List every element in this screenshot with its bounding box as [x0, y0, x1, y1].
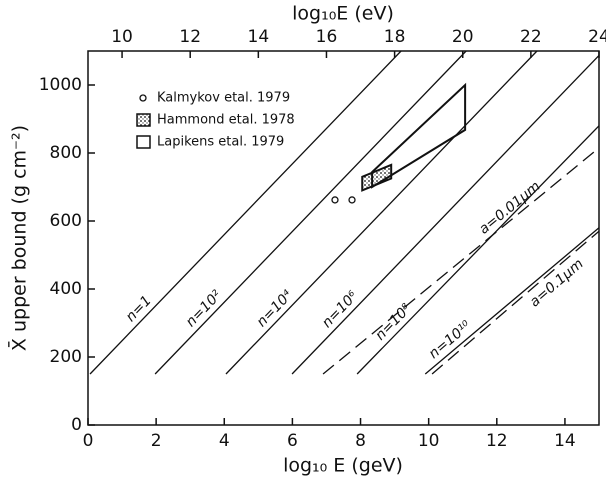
y-tick-label: 600 [50, 211, 82, 231]
x2-tick-label: 12 [179, 27, 201, 47]
x-tick-label: 2 [151, 431, 162, 451]
line [322, 147, 600, 375]
x-tick-label: 10 [418, 431, 440, 451]
x-tick-label: 4 [219, 431, 230, 451]
x2-tick-label: 16 [316, 27, 338, 47]
legend-label: Lapikens etal. 1979 [157, 135, 284, 150]
line [424, 227, 600, 375]
x2-tick-label: 20 [452, 27, 474, 47]
line [356, 125, 600, 375]
line [291, 54, 600, 375]
legend-marker [136, 113, 151, 127]
data-point [331, 196, 339, 204]
line-label: n=1 [123, 293, 155, 325]
legend-label: Hammond etal. 1978 [157, 113, 295, 128]
y-axis-title: X̄ upper bound (g cm⁻²) [6, 125, 30, 351]
y-tick-label: 0 [71, 415, 82, 435]
x2-tick-label: 24 [588, 27, 606, 47]
x-tick-label: 12 [486, 431, 508, 451]
plot-frame [87, 50, 600, 426]
x2-tick-label: 18 [384, 27, 406, 47]
data-region [361, 163, 393, 192]
data-region [371, 82, 467, 189]
y-tick-label: 400 [50, 279, 82, 299]
line [89, 50, 402, 375]
line [154, 50, 467, 375]
x2-tick-label: 10 [111, 27, 133, 47]
x2-axis-title: log₁₀E (eV) [292, 3, 394, 25]
line-label: n=10¹⁰ [426, 318, 475, 362]
x-tick-label: 14 [554, 431, 576, 451]
legend-label: Kalmykov etal. 1979 [157, 91, 290, 106]
data-point [348, 196, 356, 204]
y-tick-label: 200 [50, 347, 82, 367]
x-tick-label: 6 [287, 431, 298, 451]
y-tick-label: 800 [50, 143, 82, 163]
legend-marker [139, 94, 147, 102]
x-tick-label: 8 [355, 431, 366, 451]
x-tick-label: 0 [83, 431, 94, 451]
legend-marker [136, 135, 151, 149]
line-label: a=0.01μm [476, 178, 543, 237]
x-axis-title: log₁₀ E (geV) [283, 455, 403, 477]
line [431, 230, 600, 375]
x2-tick-label: 14 [248, 27, 270, 47]
y-tick-label: 1000 [39, 75, 82, 95]
x2-tick-label: 22 [520, 27, 542, 47]
line [225, 50, 538, 375]
